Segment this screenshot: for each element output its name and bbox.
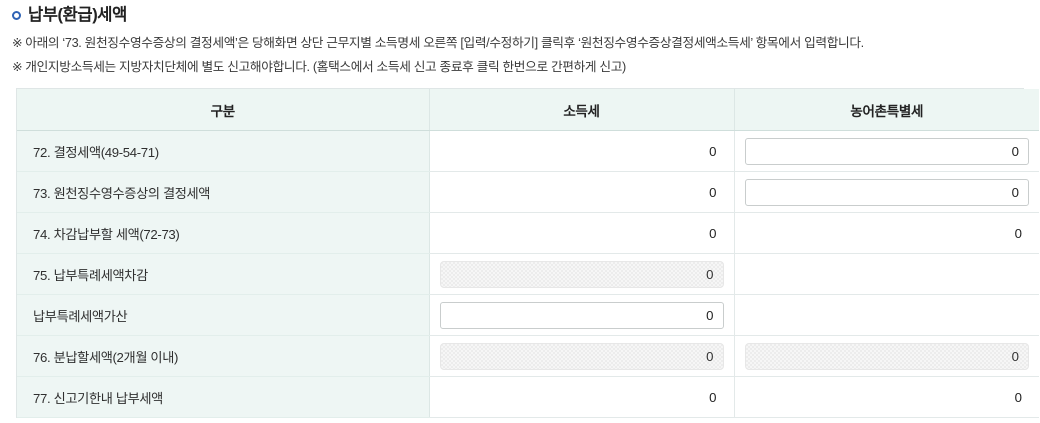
table-row: 72. 결정세액(49-54-71) 0 0 xyxy=(17,130,1039,172)
income-tax-cell: 0 xyxy=(429,171,735,213)
table-header: 구분 소득세 농어촌특별세 xyxy=(17,89,1039,131)
rural-tax-readonly-field: 0 xyxy=(744,342,1029,370)
row-label: 74. 차감납부할 세액(72-73) xyxy=(17,212,430,254)
table-row: 77. 신고기한내 납부세액 0 0 xyxy=(17,376,1039,418)
income-tax-value: 0 xyxy=(709,389,717,405)
income-tax-readonly-field: 0 xyxy=(439,342,724,370)
rural-tax-empty xyxy=(745,302,1030,329)
notice-line-1: ※ 아래의 ‘73. 원천징수영수증상의 결정세액’은 당해화면 상단 근무지별 … xyxy=(12,31,1040,55)
notice-list: ※ 아래의 ‘73. 원천징수영수증상의 결정세액’은 당해화면 상단 근무지별 … xyxy=(0,25,1040,79)
table-row: 73. 원천징수영수증상의 결정세액 0 0 xyxy=(17,171,1039,213)
table-row: 75. 납부특례세액차감 0 xyxy=(17,253,1039,295)
income-tax-cell: 0 xyxy=(429,294,735,336)
rural-tax-value: 0 xyxy=(1014,225,1022,241)
row-label: 75. 납부특례세액차감 xyxy=(17,253,430,295)
table-row: 74. 차감납부할 세액(72-73) 0 0 xyxy=(17,212,1039,254)
rural-tax-cell: 0 xyxy=(734,376,1039,418)
rural-tax-input[interactable]: 0 xyxy=(744,137,1029,165)
rural-tax-empty xyxy=(745,261,1030,288)
column-header-label: 구분 xyxy=(17,89,430,131)
income-tax-cell: 0 xyxy=(429,253,735,295)
section-title-text: 납부(환급)세액 xyxy=(28,6,127,24)
notice-mark-icon: ※ xyxy=(12,60,23,74)
page-title: 납부(환급)세액 xyxy=(0,0,1040,25)
rural-tax-input[interactable]: 0 xyxy=(744,178,1029,206)
income-tax-value: 0 xyxy=(709,143,717,159)
rural-tax-cell: 0 xyxy=(734,335,1039,377)
income-tax-cell: 0 xyxy=(429,376,735,418)
rural-tax-value: 0 xyxy=(1014,389,1022,405)
income-tax-value: 0 xyxy=(709,225,717,241)
row-label: 72. 결정세액(49-54-71) xyxy=(17,130,430,172)
income-tax-cell: 0 xyxy=(429,335,735,377)
table-header-row: 구분 소득세 농어촌특별세 xyxy=(17,89,1039,131)
rural-tax-cell: 0 xyxy=(734,212,1039,254)
income-tax-cell: 0 xyxy=(429,212,735,254)
column-header-rural-tax: 농어촌특별세 xyxy=(734,89,1039,131)
income-tax-cell: 0 xyxy=(429,130,735,172)
tax-table: 구분 소득세 농어촌특별세 72. 결정세액(49-54-71) 0 0 73. 원천… xyxy=(17,89,1039,418)
notice-text-2: 개인지방소득세는 지방자치단체에 별도 신고해야합니다. (홈택스에서 소득세 … xyxy=(25,60,626,74)
table-row: 76. 분납할세액(2개월 이내) 0 0 xyxy=(17,335,1039,377)
income-tax-input[interactable]: 0 xyxy=(439,301,724,329)
table-row: 납부특례세액가산 0 xyxy=(17,294,1039,336)
tax-table-container: 구분 소득세 농어촌특별세 72. 결정세액(49-54-71) 0 0 73. 원천… xyxy=(16,88,1039,418)
rural-tax-cell: 0 xyxy=(734,171,1039,213)
rural-tax-cell xyxy=(734,253,1039,295)
rural-tax-cell: 0 xyxy=(734,130,1039,172)
notice-text-1: 아래의 ‘73. 원천징수영수증상의 결정세액’은 당해화면 상단 근무지별 소… xyxy=(25,36,864,50)
row-label: 76. 분납할세액(2개월 이내) xyxy=(17,335,430,377)
rural-tax-cell xyxy=(734,294,1039,336)
column-header-income-tax: 소득세 xyxy=(429,89,735,131)
notice-line-2: ※ 개인지방소득세는 지방자치단체에 별도 신고해야합니다. (홈택스에서 소득세… xyxy=(12,55,1040,79)
row-label: 77. 신고기한내 납부세액 xyxy=(17,376,430,418)
row-label: 73. 원천징수영수증상의 결정세액 xyxy=(17,171,430,213)
income-tax-value: 0 xyxy=(709,184,717,200)
table-body: 72. 결정세액(49-54-71) 0 0 73. 원천징수영수증상의 결정세액 0 0… xyxy=(17,130,1039,418)
notice-mark-icon: ※ xyxy=(12,36,23,50)
income-tax-readonly-field: 0 xyxy=(439,260,724,288)
row-label: 납부특례세액가산 xyxy=(17,294,430,336)
circle-ring-icon xyxy=(12,11,21,20)
